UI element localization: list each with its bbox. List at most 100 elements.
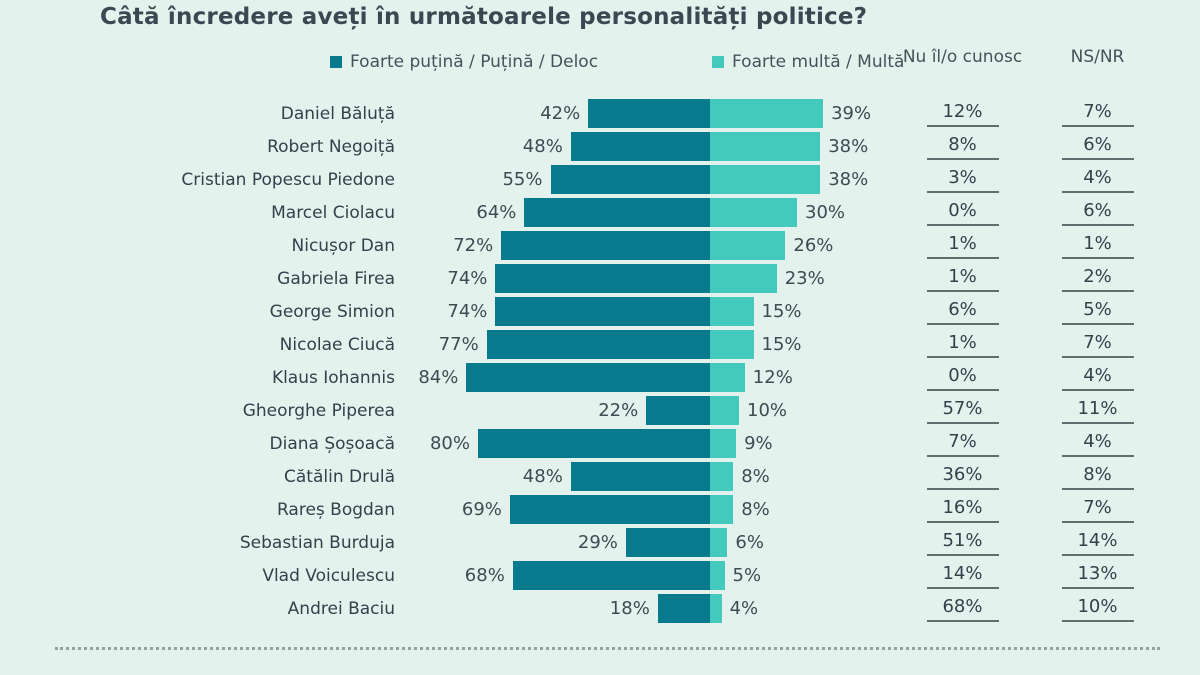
positive-bar-area: 38% [710, 163, 900, 196]
dotted-divider [55, 647, 1160, 650]
chart-row: Andrei Baciu 18% 4% 68% 10% [0, 592, 1200, 625]
chart-row: Nicușor Dan 72% 26% 1% 1% [0, 229, 1200, 262]
negative-bar-area: 55% [405, 163, 710, 196]
negative-bar-area: 18% [405, 592, 710, 625]
positive-bar [710, 561, 725, 590]
positive-value-label: 12% [752, 367, 793, 388]
negative-value-label: 48% [522, 136, 563, 157]
politician-name: Gabriela Firea [277, 268, 395, 289]
nsnr-value: 6% [1061, 134, 1134, 160]
chart-row: Rareș Bogdan 69% 8% 16% 7% [0, 493, 1200, 526]
positive-bar-area: 39% [710, 97, 900, 130]
negative-bar [625, 528, 710, 557]
unknown-value: 51% [926, 530, 999, 556]
nsnr-column-cell: 4% [1025, 361, 1170, 394]
chart-row: Sebastian Burduja 29% 6% 51% 14% [0, 526, 1200, 559]
positive-value-label: 15% [761, 334, 802, 355]
unknown-value: 7% [926, 431, 999, 457]
politician-name: Rareș Bogdan [276, 499, 395, 520]
negative-bar [588, 99, 710, 128]
positive-bar-area: 15% [710, 295, 900, 328]
unknown-value: 16% [926, 497, 999, 523]
positive-bar [710, 231, 786, 260]
positive-bar [710, 297, 754, 326]
positive-value-label: 8% [741, 499, 770, 520]
negative-value-label: 29% [577, 532, 618, 553]
nsnr-value: 4% [1061, 167, 1134, 193]
nsnr-value: 11% [1061, 398, 1134, 424]
negative-bar-area: 68% [405, 559, 710, 592]
positive-bar [710, 99, 824, 128]
politician-name: Diana Șoșoacă [269, 433, 395, 454]
nsnr-column-cell: 8% [1025, 460, 1170, 493]
column-header-unknown: Nu îl/o cunosc [902, 47, 1023, 67]
unknown-value: 36% [926, 464, 999, 490]
unknown-value: 0% [926, 200, 999, 226]
positive-bar-area: 12% [710, 361, 900, 394]
negative-bar [478, 429, 710, 458]
unknown-value: 1% [926, 233, 999, 259]
positive-bar [710, 264, 777, 293]
negative-value-label: 22% [598, 400, 639, 421]
politician-name: Nicușor Dan [291, 235, 396, 256]
unknown-value: 68% [926, 596, 999, 622]
positive-bar [710, 528, 728, 557]
nsnr-column-cell: 7% [1025, 493, 1170, 526]
nsnr-column-cell: 5% [1025, 295, 1170, 328]
nsnr-column-cell: 4% [1025, 163, 1170, 196]
chart-row: Gheorghe Piperea 22% 10% 57% 11% [0, 394, 1200, 427]
nsnr-column-cell: 10% [1025, 592, 1170, 625]
unknown-column-cell: 1% [900, 328, 1025, 361]
chart-row: Daniel Băluță 42% 39% 12% 7% [0, 97, 1200, 130]
positive-bar-area: 8% [710, 460, 900, 493]
negative-bar-area: 74% [405, 262, 710, 295]
negative-bar-area: 69% [405, 493, 710, 526]
legend-item-positive: Foarte multă / Multă [712, 52, 904, 72]
positive-value-label: 8% [741, 466, 770, 487]
positive-bar-area: 26% [710, 229, 900, 262]
legend-item-negative: Foarte puțină / Puțină / Deloc [330, 52, 598, 72]
politician-name: Robert Negoiță [267, 136, 395, 157]
positive-bar [710, 165, 821, 194]
politician-name: Cristian Popescu Piedone [181, 169, 395, 190]
politician-name: Vlad Voiculescu [262, 565, 395, 586]
nsnr-column-cell: 2% [1025, 262, 1170, 295]
unknown-column-cell: 0% [900, 361, 1025, 394]
negative-value-label: 72% [453, 235, 494, 256]
nsnr-value: 5% [1061, 299, 1134, 325]
politician-name: Cătălin Drulă [284, 466, 395, 487]
positive-value-label: 10% [747, 400, 788, 421]
nsnr-value: 4% [1061, 431, 1134, 457]
positive-bar-area: 30% [710, 196, 900, 229]
chart-row: Nicolae Ciucă 77% 15% 1% 7% [0, 328, 1200, 361]
positive-bar [710, 330, 754, 359]
unknown-column-cell: 1% [900, 262, 1025, 295]
unknown-column-cell: 14% [900, 559, 1025, 592]
positive-value-label: 23% [784, 268, 825, 289]
negative-value-label: 18% [609, 598, 650, 619]
chart-row: Gabriela Firea 74% 23% 1% 2% [0, 262, 1200, 295]
nsnr-column-cell: 13% [1025, 559, 1170, 592]
positive-bar [710, 429, 737, 458]
negative-bar-area: 29% [405, 526, 710, 559]
negative-bar-area: 84% [405, 361, 710, 394]
positive-bar-area: 6% [710, 526, 900, 559]
negative-bar [466, 363, 710, 392]
negative-value-label: 74% [447, 268, 488, 289]
nsnr-value: 10% [1061, 596, 1134, 622]
legend-swatch-negative-icon [330, 56, 342, 68]
unknown-value: 1% [926, 266, 999, 292]
nsnr-column-cell: 11% [1025, 394, 1170, 427]
negative-value-label: 74% [447, 301, 488, 322]
chart-title: Câtă încredere aveți în următoarele pers… [100, 4, 868, 30]
negative-bar-area: 48% [405, 130, 710, 163]
positive-value-label: 15% [761, 301, 802, 322]
chart-row: Cristian Popescu Piedone 55% 38% 3% 4% [0, 163, 1200, 196]
positive-bar-area: 10% [710, 394, 900, 427]
negative-bar-area: 48% [405, 460, 710, 493]
negative-bar [501, 231, 710, 260]
negative-bar [570, 132, 710, 161]
negative-bar-area: 72% [405, 229, 710, 262]
positive-value-label: 6% [735, 532, 764, 553]
positive-bar-area: 38% [710, 130, 900, 163]
